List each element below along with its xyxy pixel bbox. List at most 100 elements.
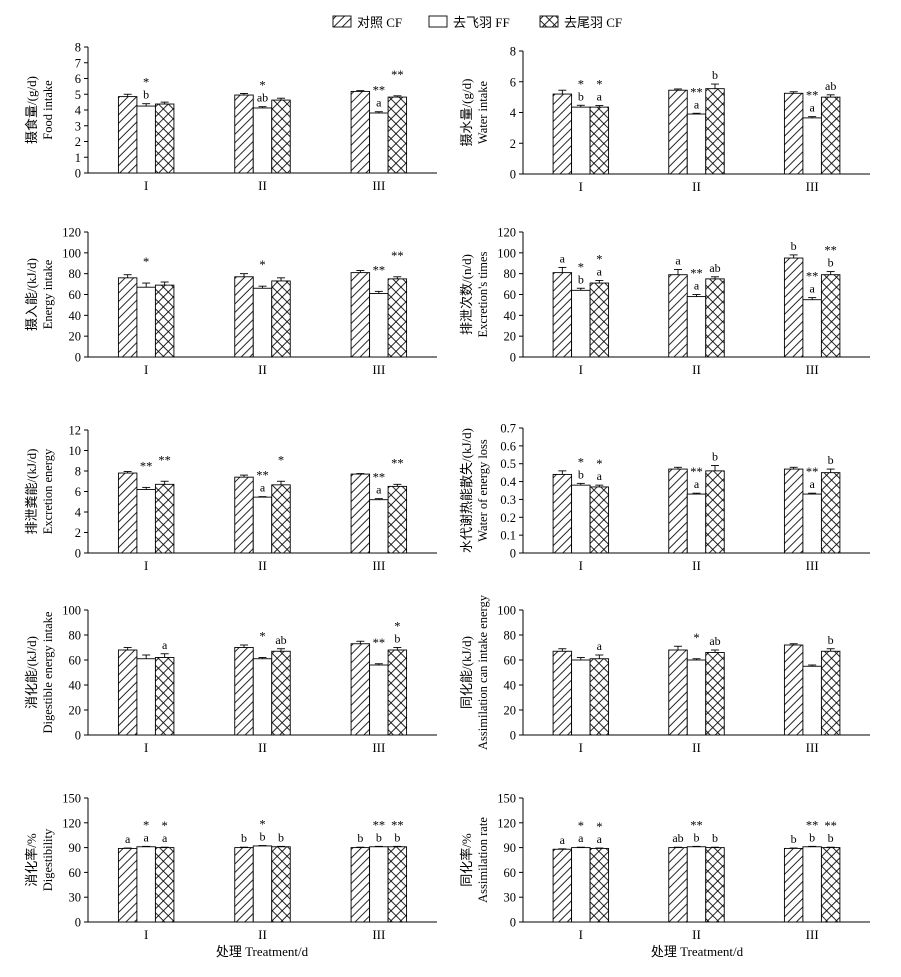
bar-s1-c0 xyxy=(571,847,591,923)
group-letter-label: b xyxy=(260,830,266,844)
bar-s1-c0 xyxy=(136,489,156,554)
bar-s2-c1 xyxy=(271,99,291,174)
y-tick-label: 150 xyxy=(62,792,81,806)
y-tick-label: 7 xyxy=(75,56,81,70)
group-letter-label: b xyxy=(357,831,363,845)
bar-s1-c2 xyxy=(369,112,389,174)
y-tick-label: 80 xyxy=(504,629,517,643)
legend-swatch-1 xyxy=(428,15,448,28)
y-tick-label: 2 xyxy=(75,135,81,149)
y-axis-title-en: Assimilation can intake energy xyxy=(476,594,490,750)
y-tick-label: 0 xyxy=(510,729,516,743)
significance-label: ** xyxy=(391,68,404,82)
y-tick-label: 80 xyxy=(69,629,82,643)
category-label: I xyxy=(579,362,583,377)
bar-s1-c1 xyxy=(686,296,707,358)
y-tick-label: 100 xyxy=(62,246,81,260)
significance-label: * xyxy=(143,76,149,90)
bar-s1-c0 xyxy=(571,484,591,554)
category-label: III xyxy=(372,740,385,755)
bar-s0-c0 xyxy=(552,93,573,175)
bar-s0-c1 xyxy=(234,276,254,358)
significance-label: * xyxy=(596,820,602,834)
x-axis-title: 处理 Treatment/d xyxy=(216,944,309,959)
bar-s0-c2 xyxy=(783,257,804,358)
group-letter-label: b xyxy=(809,830,815,844)
y-tick-label: 0 xyxy=(75,351,81,365)
bar-s2-c1 xyxy=(705,470,725,554)
significance-label: * xyxy=(259,79,265,93)
bar-s2-c2 xyxy=(820,650,841,736)
category-label: II xyxy=(692,740,701,755)
bar-s2-c2 xyxy=(387,96,408,174)
category-label: III xyxy=(372,927,385,942)
significance-label: ** xyxy=(391,818,404,832)
group-letter-label: b xyxy=(578,467,584,481)
y-tick-label: 0 xyxy=(75,916,81,930)
y-tick-label: 1 xyxy=(75,151,81,165)
bar-s0-c2 xyxy=(783,847,804,923)
significance-label: ** xyxy=(690,465,703,479)
category-label: II xyxy=(692,179,701,194)
bar-s0-c2 xyxy=(783,92,804,175)
bar-s1-c0 xyxy=(571,659,591,736)
y-axis-title-en: Digestible energy intake xyxy=(41,611,55,733)
category-label: II xyxy=(258,362,267,377)
y-tick-label: 0.1 xyxy=(500,529,516,543)
y-tick-label: 20 xyxy=(504,330,517,344)
y-axis-title-en: Water intake xyxy=(476,80,490,144)
y-axis-title: 消化率/% xyxy=(24,833,39,887)
y-axis-title-en: Water of energy loss xyxy=(476,439,490,542)
bar-s1-c1 xyxy=(686,659,707,736)
group-letter-label: a xyxy=(260,481,266,495)
significance-label: * xyxy=(596,78,602,92)
bar-s2-c0 xyxy=(589,658,610,736)
panel-5: 0 0.1 0.2 0.3 0.4 0.5 0.6 0.7 水代谢热能散失/(kJ/d) Wate… xyxy=(459,422,870,573)
significance-label: ** xyxy=(256,469,269,483)
category-label: I xyxy=(144,362,148,377)
bar-s0-c0 xyxy=(552,650,573,736)
bar-s1-c1 xyxy=(686,846,707,923)
bar-s2-c0 xyxy=(589,847,610,923)
significance-label: * xyxy=(259,818,265,832)
bar-s2-c2 xyxy=(387,846,408,923)
group-letter-label: b xyxy=(394,830,400,844)
group-letter-label: b xyxy=(712,450,718,464)
group-letter-label: ab xyxy=(709,634,720,648)
y-tick-label: 90 xyxy=(69,841,82,855)
group-letter-label: a xyxy=(597,639,603,653)
significance-label: ** xyxy=(373,818,386,832)
panel-3: 0 20 40 60 80 100 120 排泄次数/(n/d) Excretion's tim… xyxy=(459,226,870,377)
bar-s1-c2 xyxy=(369,846,389,923)
bar-s0-c2 xyxy=(350,473,371,554)
significance-label: ** xyxy=(824,244,837,258)
group-letter-label: a xyxy=(376,96,382,110)
bar-s0-c0 xyxy=(117,472,138,554)
bar-s1-c1 xyxy=(252,845,273,923)
y-axis-title: 排泄粪能/(kJ/d) xyxy=(24,449,39,535)
y-tick-label: 120 xyxy=(62,816,81,830)
category-label: II xyxy=(258,178,267,193)
bar-s1-c2 xyxy=(369,664,389,736)
category-label: III xyxy=(806,927,819,942)
y-tick-label: 0 xyxy=(510,916,516,930)
bar-s0-c1 xyxy=(668,847,688,923)
y-tick-label: 80 xyxy=(504,267,517,281)
bar-s0-c1 xyxy=(668,89,688,175)
bar-s0-c2 xyxy=(783,468,804,554)
y-axis-title: 消化能/(kJ/d) xyxy=(24,636,39,709)
bar-s0-c1 xyxy=(668,649,688,736)
panel-6: 0 20 40 60 80 100 消化能/(kJ/d) Digestible energy … xyxy=(24,604,437,755)
group-letter-label: b xyxy=(828,256,834,270)
group-letter-label: a xyxy=(560,251,566,265)
bar-s1-c2 xyxy=(802,117,822,175)
significance-label: * xyxy=(578,77,584,91)
group-letter-label: a xyxy=(694,477,700,491)
group-letter-label: b xyxy=(828,831,834,845)
legend-label-1: 去飞羽 FF xyxy=(453,15,510,30)
bar-s1-c0 xyxy=(136,846,156,923)
significance-label: ** xyxy=(373,263,386,277)
